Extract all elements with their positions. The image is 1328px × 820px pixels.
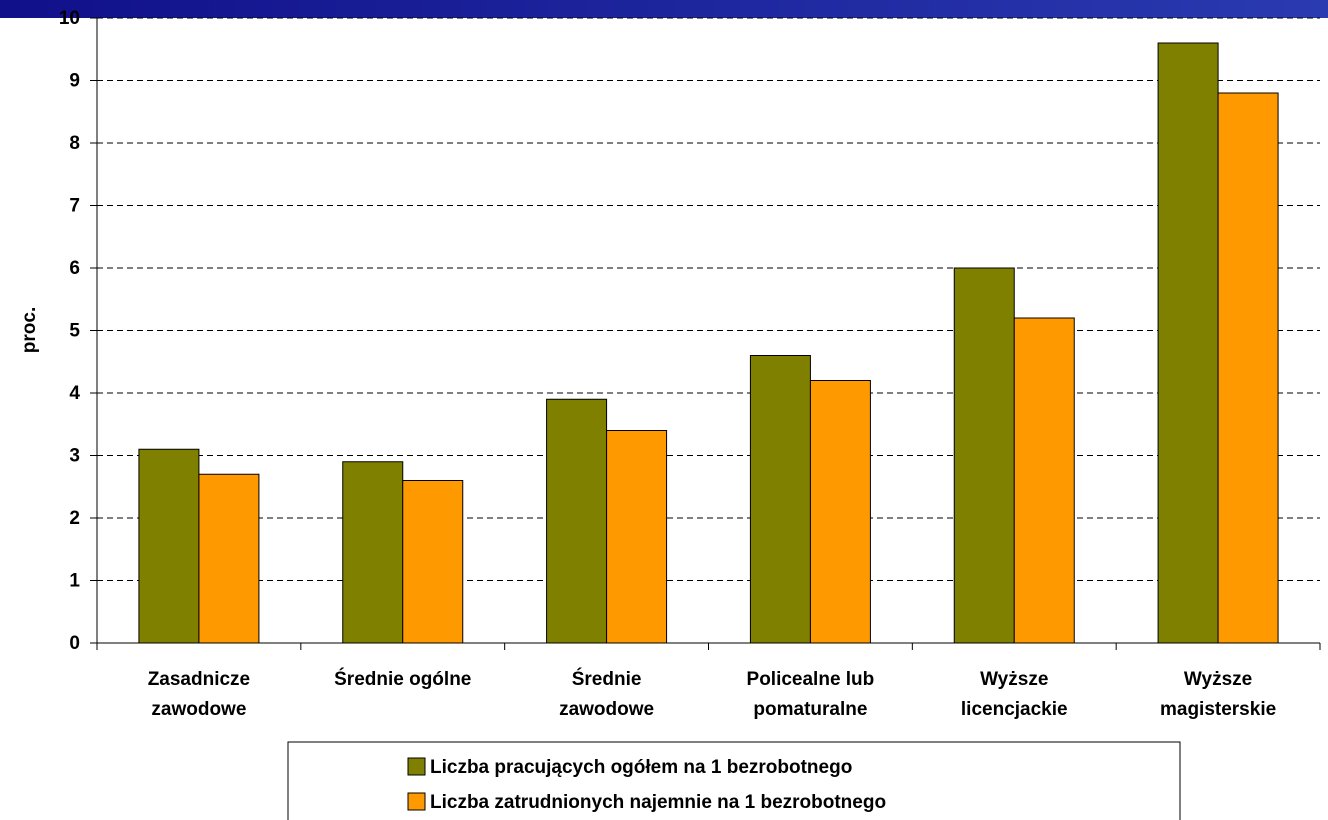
y-tick-label: 2 (69, 508, 80, 529)
y-tick-label: 10 (59, 8, 80, 29)
x-tick-label: Policealne lub pomaturalne (746, 669, 875, 720)
bar (809, 380, 871, 644)
bar (198, 473, 260, 644)
bar (546, 398, 608, 644)
legend-label: Liczba pracujących ogółem na 1 bezrobotn… (430, 757, 852, 778)
x-tick-label: Średnie zawodowe (559, 669, 655, 720)
y-tick-label: 4 (69, 383, 80, 404)
bar (1217, 92, 1279, 644)
x-tick-label: Wyższe magisterskie (1159, 669, 1277, 720)
top-bar (0, 0, 1328, 18)
y-tick-label: 3 (69, 446, 80, 467)
bar (402, 480, 464, 644)
y-tick-label: 9 (69, 71, 80, 92)
y-tick-label: 1 (69, 571, 80, 592)
y-tick-label: 6 (69, 258, 80, 279)
bar (953, 267, 1015, 644)
y-tick-label: 8 (69, 133, 80, 154)
bar (342, 461, 404, 644)
x-tick-label: Zasadnicze zawodowe (147, 669, 251, 720)
bar (1013, 317, 1075, 644)
y-tick-label: 0 (69, 633, 80, 654)
legend-label: Liczba zatrudnionych najemnie na 1 bezro… (430, 792, 886, 813)
legend-swatch (407, 757, 426, 776)
bar (1157, 42, 1219, 644)
bar (749, 355, 811, 644)
bar (138, 448, 200, 644)
legend-swatch (407, 792, 426, 811)
bar (606, 430, 668, 644)
x-tick-label: Wyższe licencjackie (960, 669, 1068, 720)
x-tick-label: Średnie ogólne (334, 669, 472, 690)
legend-box (287, 741, 1181, 820)
y-axis-label: proc. (19, 307, 40, 353)
y-tick-label: 7 (69, 196, 80, 217)
y-tick-label: 5 (69, 321, 80, 342)
